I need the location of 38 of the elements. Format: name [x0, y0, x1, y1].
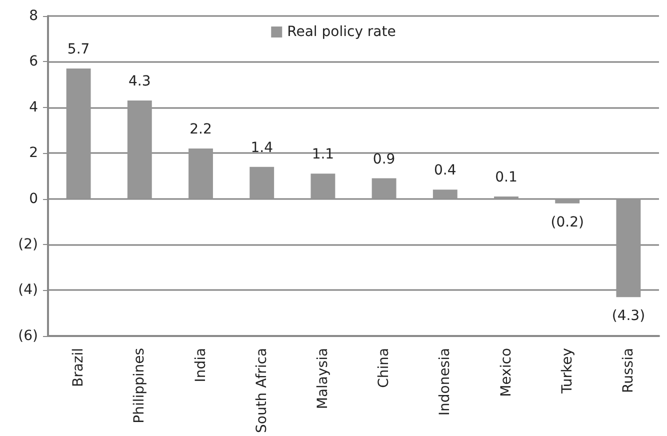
y-tick-label: (2) — [18, 236, 38, 253]
x-tick-label: India — [192, 348, 209, 382]
bar — [250, 166, 274, 199]
y-tick-label: 6 — [29, 54, 38, 70]
data-label: 4.3 — [128, 74, 151, 90]
data-label: 5.7 — [67, 42, 90, 58]
x-tick-label: Malaysia — [314, 348, 331, 410]
y-tick-label: 0 — [29, 190, 38, 207]
data-label: 0.9 — [372, 151, 396, 168]
bar — [66, 68, 91, 199]
x-tick-label: South Africa — [254, 348, 270, 434]
x-tick-label: Brazil — [70, 348, 87, 388]
y-tick-label: (6) — [18, 328, 38, 344]
data-label: 1.4 — [250, 140, 274, 156]
y-tick-label: 4 — [29, 99, 38, 116]
bar — [555, 198, 580, 204]
x-tick-label: China — [376, 348, 392, 388]
y-tick-label: (4) — [18, 282, 38, 298]
x-tick-label: Philippines — [132, 348, 148, 424]
data-label: 2.2 — [190, 122, 212, 138]
x-tick-label: Russia — [620, 348, 636, 393]
bar — [127, 100, 152, 199]
data-label: 1.1 — [312, 146, 334, 163]
data-label: 0.4 — [434, 162, 456, 179]
data-label: (4.3) — [612, 308, 646, 324]
x-tick-label: Mexico — [498, 348, 514, 397]
data-label: (0.2) — [550, 214, 584, 230]
data-label: 0.1 — [495, 170, 518, 186]
bar — [310, 174, 336, 199]
bar — [616, 198, 641, 298]
legend-label: Real policy rate — [287, 24, 396, 40]
x-tick-label: Turkey — [559, 348, 576, 394]
y-tick-label: 8 — [29, 8, 38, 24]
bar — [432, 190, 458, 199]
x-tick-label: Indonesia — [437, 348, 454, 416]
y-tick-label: 2 — [29, 145, 38, 162]
bar — [188, 148, 213, 199]
bar — [372, 178, 396, 199]
